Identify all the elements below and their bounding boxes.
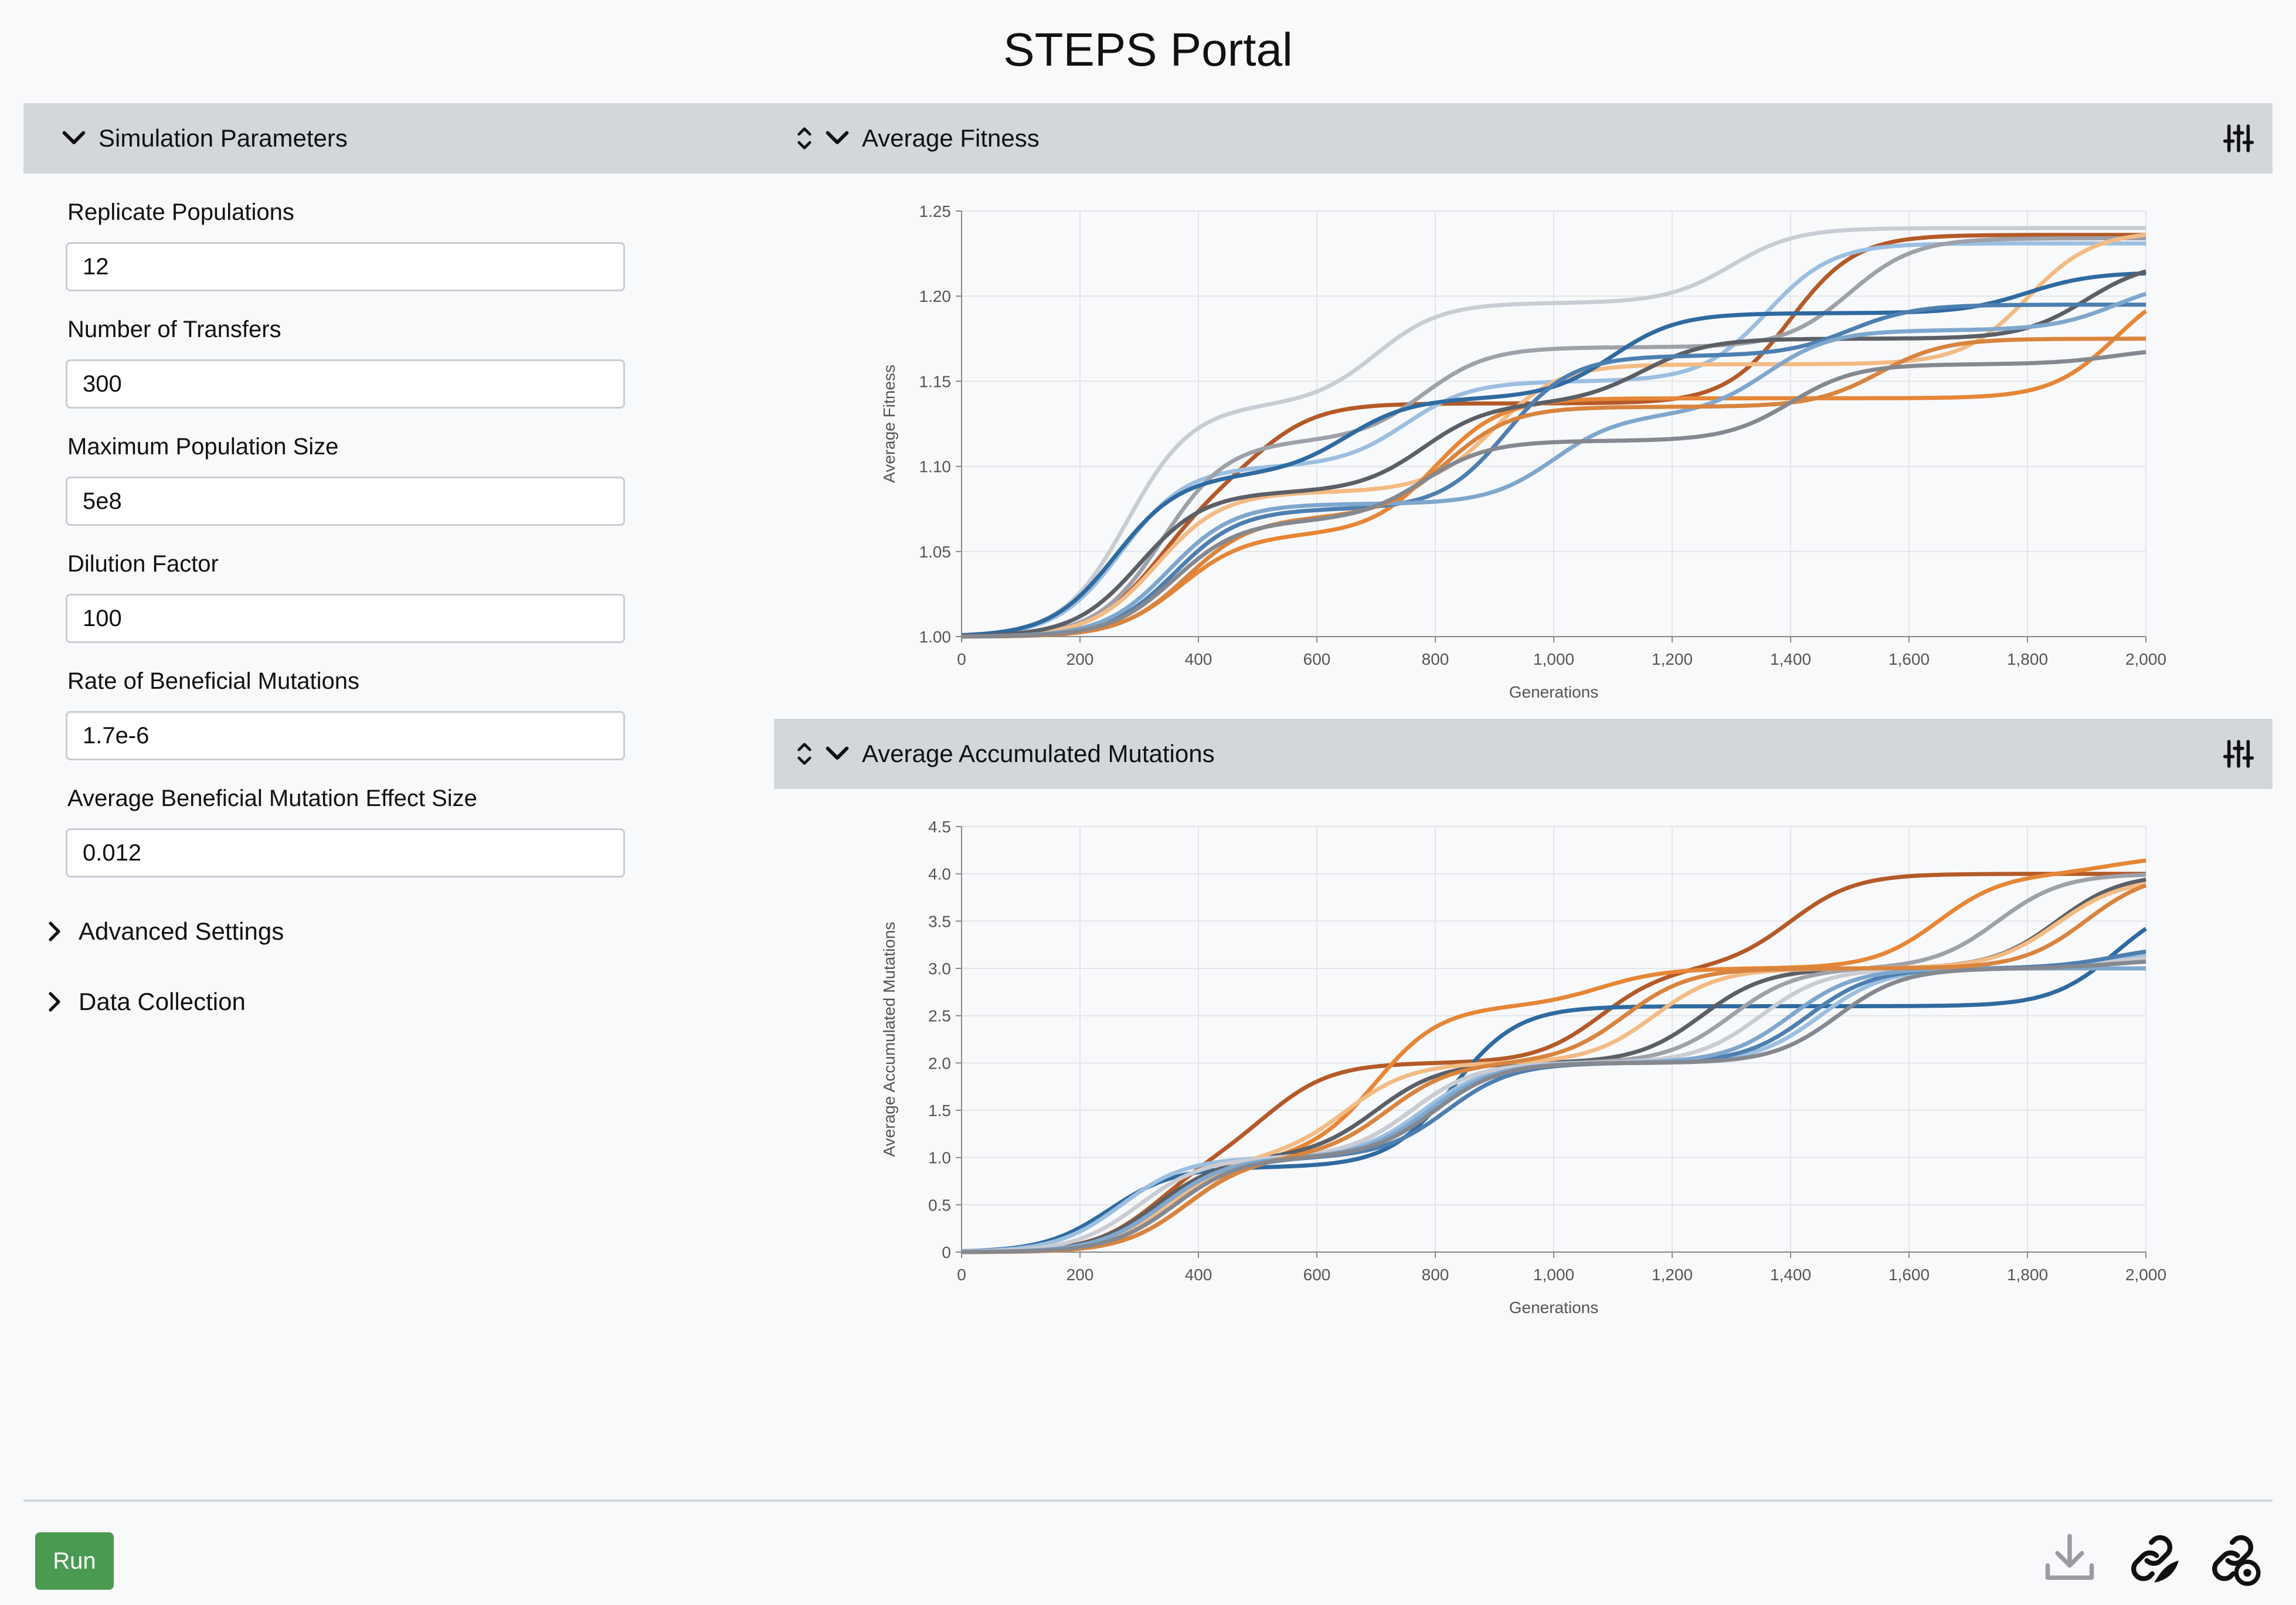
series-line-11 <box>962 883 2147 1254</box>
series-line-1 <box>961 872 2146 1254</box>
x-tick-label: 800 <box>1422 650 1449 668</box>
advanced-settings-label: Advanced Settings <box>79 917 284 945</box>
link-icon[interactable] <box>2122 1529 2181 1587</box>
average-mutations-chart: 0 200 400 600 800 1,000 1,200 1,400 1,600 1,800 2,… <box>880 818 2166 1317</box>
up-down-arrows-icon[interactable] <box>792 122 817 155</box>
mutation-effect-size-label: Average Beneficial Mutation Effect Size <box>67 786 477 811</box>
y-tick-label: 3.0 <box>928 960 951 978</box>
sliders-icon[interactable] <box>2222 737 2255 770</box>
x-tick-label: 1,800 <box>2007 650 2048 668</box>
y-tick-label: 0 <box>942 1243 951 1261</box>
x-axis-title: Generations <box>1509 683 1599 701</box>
y-tick-label: 3.5 <box>928 912 951 930</box>
series-line-9 <box>961 302 2146 639</box>
x-tick-label: 1,200 <box>1652 1266 1693 1284</box>
up-down-arrows-icon[interactable] <box>792 737 817 770</box>
simulation-parameters-header[interactable]: Simulation Parameters <box>23 103 774 174</box>
x-tick-label: 1,000 <box>1533 1266 1574 1284</box>
y-tick-label: 1.15 <box>919 372 952 390</box>
series-line-5 <box>961 233 2146 638</box>
x-tick-label: 200 <box>1067 1266 1094 1284</box>
data-collection-label: Data Collection <box>79 988 246 1015</box>
x-tick-label: 0 <box>957 650 966 668</box>
chevron-right-icon[interactable] <box>40 988 68 1016</box>
link-settings-icon[interactable] <box>2203 1529 2262 1587</box>
dilution-factor-input[interactable] <box>66 594 625 643</box>
x-tick-label: 1,600 <box>1889 1266 1930 1284</box>
number-of-transfers-input[interactable] <box>66 359 625 409</box>
y-tick-label: 1.05 <box>919 543 952 561</box>
series-line-10 <box>962 291 2147 639</box>
number-of-transfers-label: Number of Transfers <box>67 317 281 342</box>
x-tick-label: 1,600 <box>1889 650 1930 668</box>
y-tick-label: 2.0 <box>928 1054 951 1072</box>
simulation-parameters-title: Simulation Parameters <box>99 124 348 152</box>
x-tick-label: 1,000 <box>1533 650 1574 668</box>
data-collection-toggle[interactable]: Data Collection <box>40 988 246 1016</box>
dilution-factor-label: Dilution Factor <box>67 551 219 577</box>
x-tick-label: 1,800 <box>2007 1266 2048 1284</box>
x-tick-label: 400 <box>1185 1266 1212 1284</box>
x-tick-label: 0 <box>957 1266 966 1284</box>
x-tick-label: 600 <box>1303 1266 1331 1284</box>
y-tick-label: 1.0 <box>928 1149 951 1167</box>
replicate-populations-input[interactable] <box>66 242 625 291</box>
mutation-effect-size-input[interactable] <box>66 828 625 878</box>
y-tick-label: 1.5 <box>928 1101 951 1120</box>
average-mutations-title: Average Accumulated Mutations <box>862 740 1215 767</box>
series-line-1 <box>961 226 2146 638</box>
series-line-12 <box>961 960 2146 1254</box>
average-fitness-chart: 0 200 400 600 800 1,000 1,200 1,400 1,600 1,800 2,… <box>880 202 2166 701</box>
x-tick-label: 400 <box>1185 650 1212 668</box>
x-tick-label: 1,400 <box>1770 1266 1811 1284</box>
y-tick-label: 1.10 <box>919 458 952 476</box>
x-tick-label: 1,200 <box>1652 650 1693 668</box>
series-line-8 <box>961 269 2146 638</box>
x-tick-label: 600 <box>1303 650 1331 668</box>
chevron-down-icon[interactable] <box>57 122 90 155</box>
rate-of-beneficial-mutations-input[interactable] <box>66 711 625 760</box>
average-fitness-header[interactable]: Average Fitness <box>774 103 2273 174</box>
maximum-population-size-input[interactable] <box>66 477 625 526</box>
x-tick-label: 2,000 <box>2125 1266 2166 1284</box>
average-mutations-header[interactable]: Average Accumulated Mutations <box>774 719 2273 789</box>
y-axis-title: Average Fitness <box>880 365 898 483</box>
download-icon[interactable] <box>2040 1529 2099 1587</box>
series-line-12 <box>962 350 2146 639</box>
y-tick-label: 1.00 <box>919 628 952 646</box>
x-tick-label: 2,000 <box>2125 650 2166 668</box>
footer-divider <box>23 1499 2273 1502</box>
average-fitness-title: Average Fitness <box>862 124 1040 152</box>
y-tick-label: 4.0 <box>928 865 951 883</box>
run-button[interactable]: Run <box>35 1532 114 1590</box>
chevron-down-icon[interactable] <box>821 122 854 155</box>
chevron-right-icon[interactable] <box>40 917 68 946</box>
y-tick-label: 1.25 <box>919 202 952 220</box>
series-line-11 <box>962 336 2146 639</box>
sliders-icon[interactable] <box>2222 122 2255 155</box>
replicate-populations-label: Replicate Populations <box>67 199 294 225</box>
maximum-population-size-label: Maximum Population Size <box>67 434 339 460</box>
x-tick-label: 200 <box>1067 650 1094 668</box>
chevron-down-icon[interactable] <box>821 737 854 770</box>
x-axis-title: Generations <box>1509 1298 1599 1317</box>
x-tick-label: 1,400 <box>1770 650 1811 668</box>
advanced-settings-toggle[interactable]: Advanced Settings <box>40 917 284 946</box>
y-tick-label: 2.5 <box>928 1007 951 1025</box>
page-title: STEPS Portal <box>1003 23 1293 76</box>
y-tick-label: 1.20 <box>919 287 952 305</box>
y-tick-label: 4.5 <box>928 818 951 836</box>
y-tick-label: 0.5 <box>928 1196 951 1214</box>
rate-of-beneficial-mutations-label: Rate of Beneficial Mutations <box>67 668 360 694</box>
y-axis-title: Average Accumulated Mutations <box>880 921 898 1157</box>
x-tick-label: 800 <box>1422 1266 1449 1284</box>
